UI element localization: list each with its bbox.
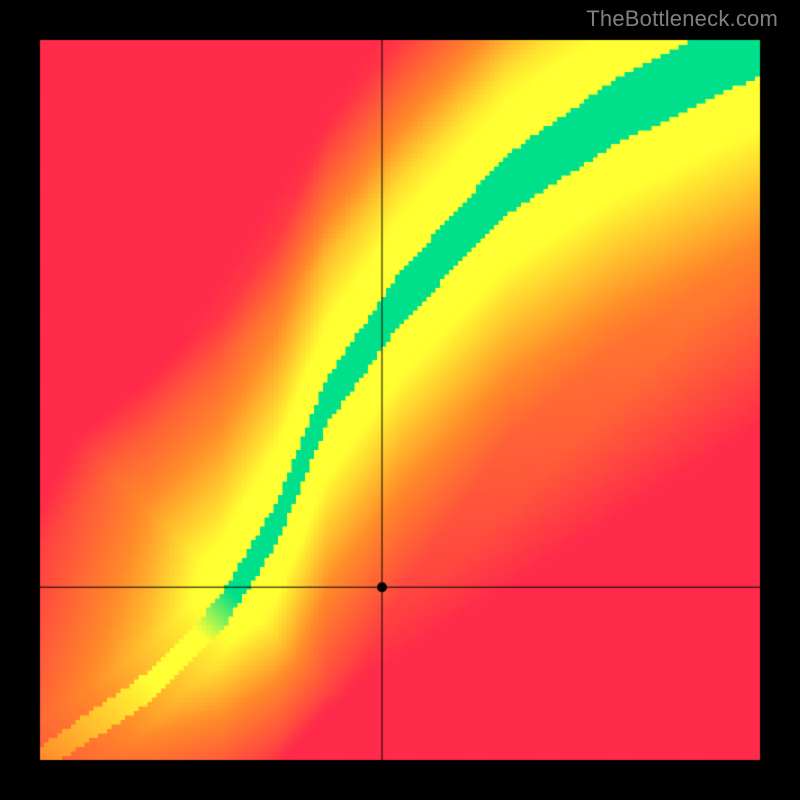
chart-container: TheBottleneck.com bbox=[0, 0, 800, 800]
bottleneck-heatmap bbox=[0, 0, 800, 800]
